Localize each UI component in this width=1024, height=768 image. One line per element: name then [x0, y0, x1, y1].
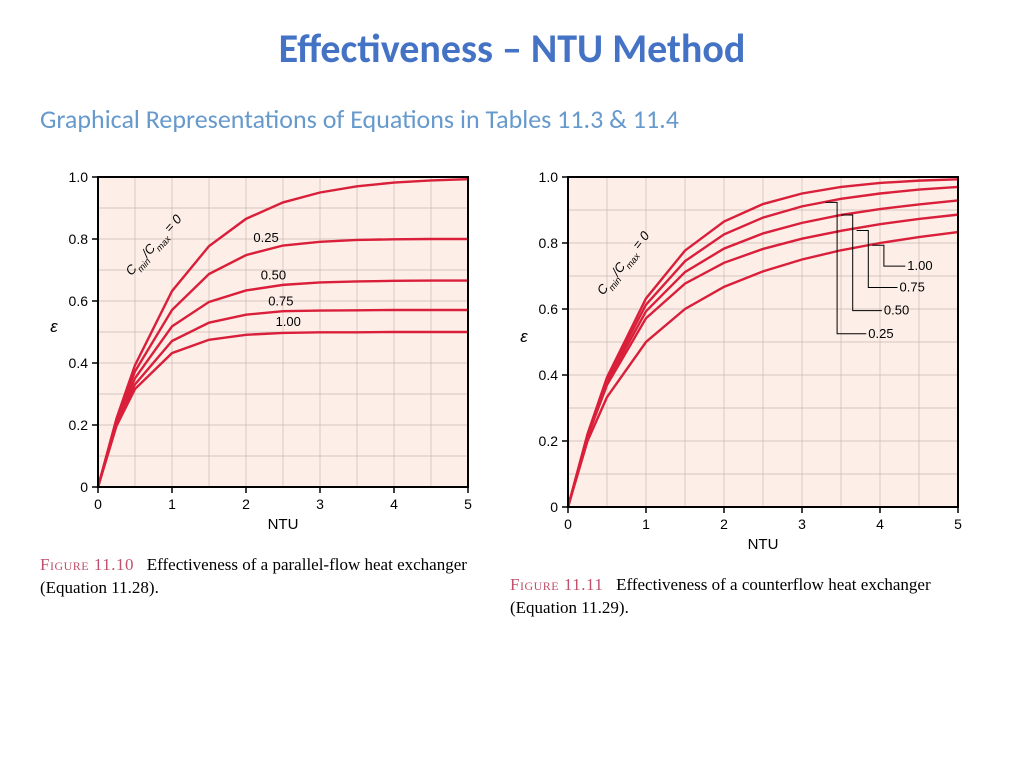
svg-text:0.6: 0.6 [69, 293, 89, 309]
svg-text:4: 4 [876, 516, 884, 532]
svg-text:0.8: 0.8 [539, 235, 559, 251]
right-fig-label: Figure 11.11 [510, 575, 603, 594]
slide-subtitle: Graphical Representations of Equations i… [40, 103, 984, 135]
svg-text:0.25: 0.25 [868, 326, 893, 341]
svg-text:0: 0 [564, 516, 572, 532]
svg-text:0.25: 0.25 [253, 230, 278, 245]
svg-text:5: 5 [464, 496, 472, 512]
svg-text:1.0: 1.0 [539, 169, 559, 185]
svg-text:1: 1 [642, 516, 650, 532]
right-chart-column: 1.000.750.500.25Cmin/Cmax = 001234500.20… [510, 165, 970, 620]
svg-text:1: 1 [168, 496, 176, 512]
svg-text:1.00: 1.00 [276, 314, 301, 329]
svg-text:3: 3 [798, 516, 806, 532]
right-chart: 1.000.750.500.25Cmin/Cmax = 001234500.20… [510, 165, 970, 560]
left-chart: 0.250.500.751.00Cmin/Cmax = 001234500.20… [40, 165, 480, 540]
svg-text:3: 3 [316, 496, 324, 512]
svg-text:0.6: 0.6 [539, 301, 559, 317]
svg-text:0.75: 0.75 [900, 280, 925, 295]
svg-text:1.00: 1.00 [907, 258, 932, 273]
slide-root: Effectiveness – NTU Method Graphical Rep… [0, 0, 1024, 768]
svg-text:0.4: 0.4 [69, 355, 89, 371]
svg-text:0.4: 0.4 [539, 367, 559, 383]
svg-text:NTU: NTU [268, 516, 299, 533]
svg-text:ε: ε [520, 327, 528, 346]
svg-text:0.2: 0.2 [69, 417, 89, 433]
charts-row: 0.250.500.751.00Cmin/Cmax = 001234500.20… [40, 165, 984, 620]
svg-text:ε: ε [50, 317, 58, 336]
left-fig-label: Figure 11.10 [40, 555, 134, 574]
left-chart-column: 0.250.500.751.00Cmin/Cmax = 001234500.20… [40, 165, 480, 600]
left-caption: Figure 11.10 Effectiveness of a parallel… [40, 554, 480, 600]
svg-text:2: 2 [242, 496, 250, 512]
slide-title: Effectiveness – NTU Method [40, 24, 984, 73]
svg-text:0: 0 [94, 496, 102, 512]
svg-text:4: 4 [390, 496, 398, 512]
svg-text:0.50: 0.50 [884, 303, 909, 318]
svg-text:0: 0 [80, 479, 88, 495]
right-caption: Figure 11.11 Effectiveness of a counterf… [510, 574, 970, 620]
svg-text:0.8: 0.8 [69, 231, 89, 247]
svg-text:1.0: 1.0 [69, 169, 89, 185]
svg-text:2: 2 [720, 516, 728, 532]
svg-text:0.50: 0.50 [261, 267, 286, 282]
svg-text:0: 0 [550, 499, 558, 515]
svg-text:5: 5 [954, 516, 962, 532]
svg-text:NTU: NTU [748, 536, 779, 553]
svg-text:0.75: 0.75 [268, 294, 293, 309]
svg-text:0.2: 0.2 [539, 433, 559, 449]
